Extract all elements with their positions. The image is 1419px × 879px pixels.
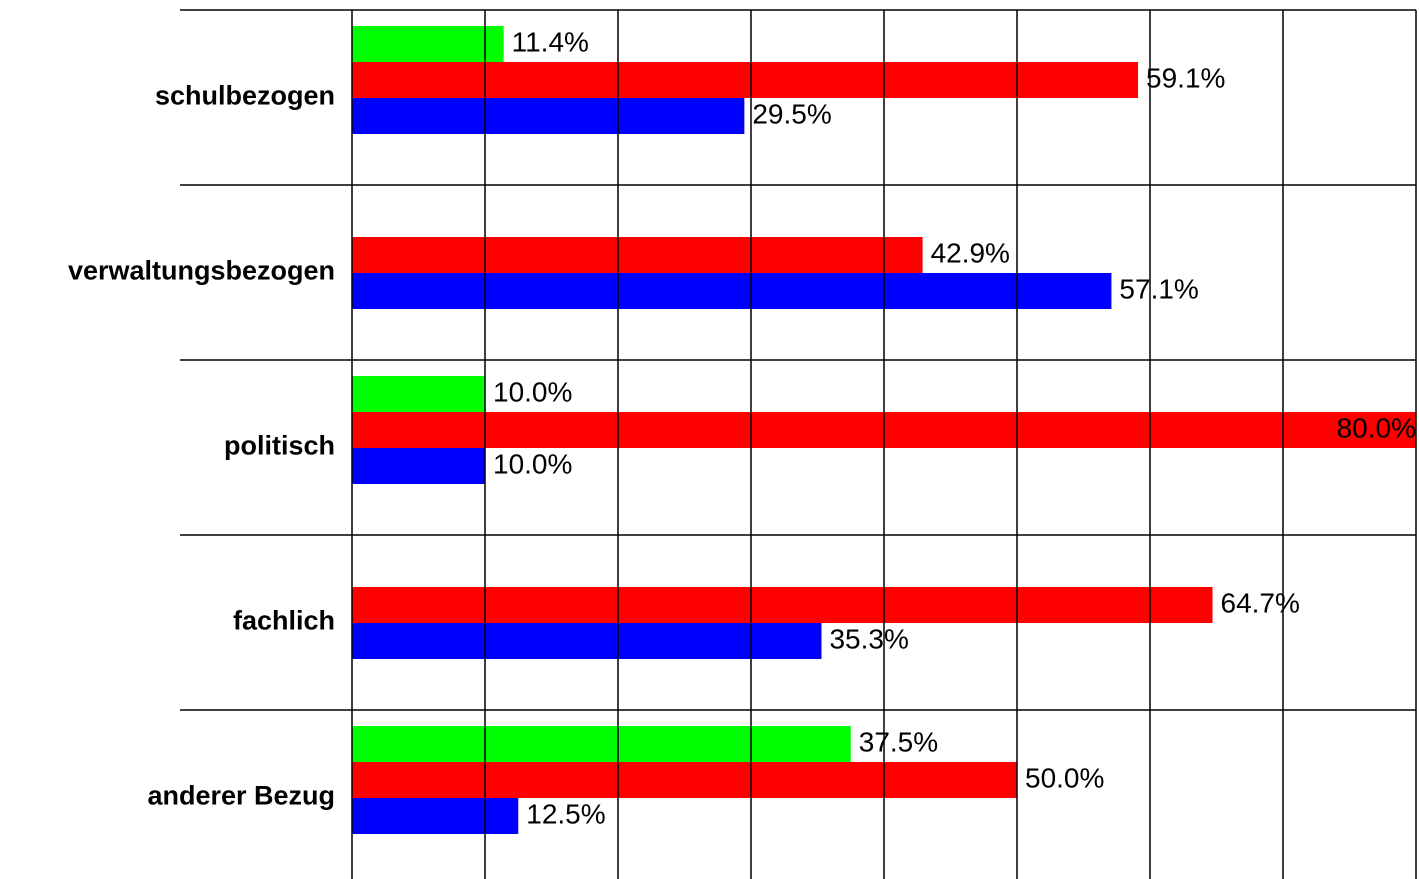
value-label: 42.9%: [931, 237, 1010, 268]
bar: [352, 98, 745, 134]
value-label: 11.4%: [512, 26, 589, 57]
bar: [352, 623, 822, 659]
value-label: 37.5%: [859, 726, 938, 757]
value-label: 80.0%: [1337, 412, 1416, 443]
value-label: 10.0%: [493, 448, 572, 479]
value-label: 59.1%: [1146, 62, 1225, 93]
bar: [352, 273, 1112, 309]
value-label: 35.3%: [829, 623, 908, 654]
category-label: fachlich: [233, 606, 335, 636]
category-label: verwaltungsbezogen: [68, 256, 335, 286]
bar: [352, 798, 519, 834]
value-label: 50.0%: [1025, 762, 1104, 793]
value-label: 57.1%: [1119, 273, 1198, 304]
value-label: 29.5%: [752, 98, 831, 129]
category-label: politisch: [224, 431, 335, 461]
bar: [352, 376, 485, 412]
bar: [352, 62, 1139, 98]
value-label: 10.0%: [493, 376, 572, 407]
bar: [352, 762, 1017, 798]
value-label: 12.5%: [526, 798, 605, 829]
category-label: schulbezogen: [155, 81, 335, 111]
bar: [352, 587, 1213, 623]
bar: [352, 237, 923, 273]
bar: [352, 726, 851, 762]
bar: [352, 448, 485, 484]
value-label: 64.7%: [1221, 587, 1300, 618]
category-label: anderer Bezug: [147, 781, 335, 811]
bar: [352, 26, 504, 62]
